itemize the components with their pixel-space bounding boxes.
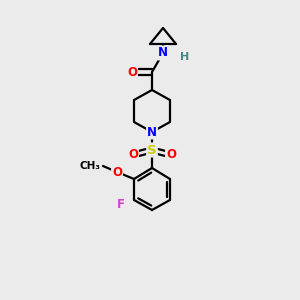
Text: CH₃: CH₃ xyxy=(80,161,101,171)
Text: S: S xyxy=(147,143,157,157)
Text: F: F xyxy=(117,197,125,211)
Text: N: N xyxy=(158,46,168,59)
Text: N: N xyxy=(147,125,157,139)
Text: O: O xyxy=(127,65,137,79)
Text: O: O xyxy=(112,166,122,178)
Text: O: O xyxy=(128,148,138,161)
Text: O: O xyxy=(166,148,176,161)
Text: H: H xyxy=(180,52,189,62)
